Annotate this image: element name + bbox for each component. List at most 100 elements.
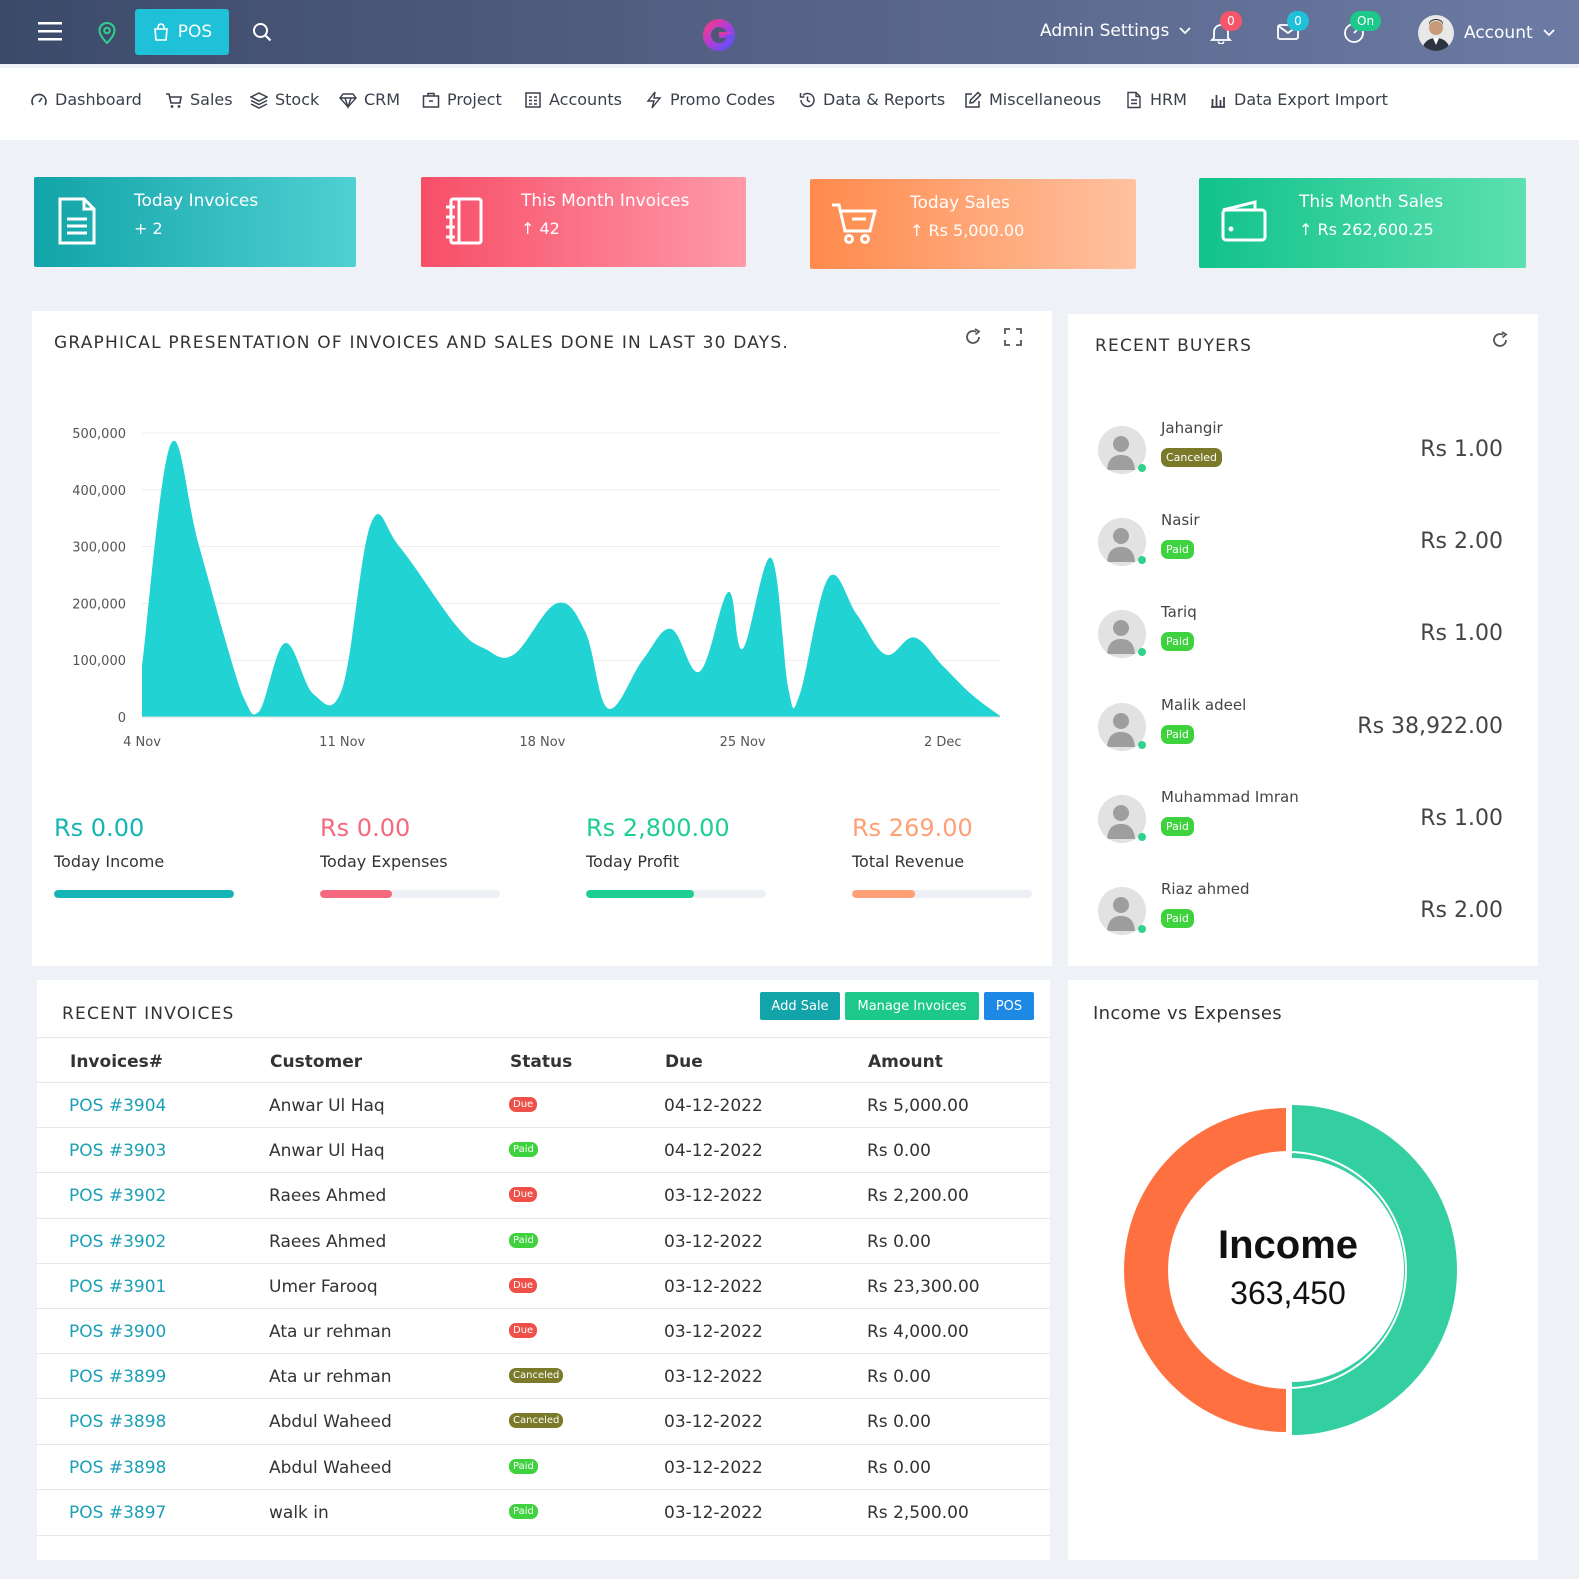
nav-item-hrm[interactable]: HRM bbox=[1125, 90, 1187, 109]
nav-item-stock[interactable]: Stock bbox=[250, 90, 319, 109]
today-profit-summary: Rs 2,800.00 Today Profit bbox=[586, 814, 766, 898]
nav-item-label: Data Export Import bbox=[1234, 90, 1388, 109]
nav-item-label: Data & Reports bbox=[823, 90, 946, 109]
invoice-due-date: 03-12-2022 bbox=[664, 1502, 763, 1523]
x-tick-label: 18 Nov bbox=[519, 735, 565, 750]
table-row[interactable]: POS #3902 Raees Ahmed Due 03-12-2022 Rs 2,20… bbox=[37, 1172, 1050, 1217]
table-bottom-border bbox=[37, 1535, 1050, 1536]
y-tick-label: 300,000 bbox=[72, 541, 126, 556]
buyer-item[interactable]: Muhammad Imran Paid Rs 1.00 bbox=[1098, 788, 1503, 858]
add-sale-button[interactable]: Add Sale bbox=[760, 992, 840, 1020]
table-row[interactable]: POS #3898 Abdul Waheed Paid 03-12-2022 Rs 0.… bbox=[37, 1443, 1050, 1489]
month-invoices-card[interactable]: This Month Invoices ↑ 42 bbox=[421, 177, 746, 267]
invoice-customer: Anwar Ul Haq bbox=[269, 1096, 385, 1116]
invoice-link[interactable]: POS #3903 bbox=[69, 1141, 167, 1162]
buyer-item[interactable]: Riaz ahmed Paid Rs 2.00 bbox=[1098, 880, 1503, 950]
invoice-customer: Umer Farooq bbox=[269, 1276, 378, 1297]
column-amount-header[interactable]: Amount bbox=[868, 1052, 943, 1072]
buyer-item[interactable]: Nasir Paid Rs 2.00 bbox=[1098, 511, 1503, 581]
location-pin-icon[interactable] bbox=[98, 22, 116, 44]
menu-icon[interactable] bbox=[38, 20, 62, 42]
invoice-link[interactable]: POS #3901 bbox=[69, 1276, 167, 1297]
nav-item-label: CRM bbox=[364, 90, 401, 109]
table-row[interactable]: POS #3903 Anwar Ul Haq Paid 04-12-2022 Rs 0.… bbox=[37, 1127, 1050, 1172]
pos-table-button[interactable]: POS bbox=[984, 992, 1034, 1020]
file-icon bbox=[1127, 91, 1141, 108]
table-row[interactable]: POS #3899 Ata ur rehman Canceled 03-12-2022… bbox=[37, 1353, 1050, 1398]
today-sales-card[interactable]: Today Sales ↑ Rs 5,000.00 bbox=[810, 179, 1136, 269]
column-status-header[interactable]: Status bbox=[510, 1052, 573, 1072]
invoice-link[interactable]: POS #3897 bbox=[69, 1502, 167, 1523]
nav-item-data-reports[interactable]: Data & Reports bbox=[798, 90, 945, 109]
today-invoices-card[interactable]: Today Invoices + 2 bbox=[34, 177, 356, 267]
briefcase-icon bbox=[422, 92, 440, 108]
column-customer-header[interactable]: Customer bbox=[270, 1052, 363, 1072]
nav-item-project[interactable]: Project bbox=[422, 90, 502, 109]
fullscreen-icon[interactable] bbox=[1003, 327, 1023, 347]
table-row[interactable]: POS #3898 Abdul Waheed Canceled 03-12-2022 R… bbox=[37, 1398, 1050, 1443]
account-dropdown[interactable]: Account bbox=[1418, 15, 1555, 51]
y-tick-label: 200,000 bbox=[72, 597, 126, 612]
buyer-name: Nasir bbox=[1161, 511, 1200, 530]
donut-income-slice bbox=[1292, 1105, 1457, 1435]
invoice-due-date: 03-12-2022 bbox=[664, 1322, 763, 1342]
income-expenses-title: Income vs Expenses bbox=[1093, 1003, 1282, 1024]
shopping-cart-icon bbox=[832, 203, 877, 244]
invoice-link[interactable]: POS #3902 bbox=[69, 1186, 167, 1207]
buyer-amount: Rs 1.00 bbox=[1420, 437, 1503, 462]
invoice-link[interactable]: POS #3904 bbox=[69, 1096, 167, 1116]
invoice-customer: Anwar Ul Haq bbox=[269, 1141, 385, 1162]
table-row[interactable]: POS #3897 walk in Paid 03-12-2022 Rs 2,500.0… bbox=[37, 1488, 1050, 1534]
buyer-item[interactable]: Tariq Paid Rs 1.00 bbox=[1098, 603, 1503, 673]
nav-item-label: Promo Codes bbox=[670, 90, 776, 109]
summary-label: Today Income bbox=[54, 852, 165, 871]
invoice-customer: Abdul Waheed bbox=[269, 1457, 392, 1478]
online-indicator bbox=[1138, 925, 1146, 933]
refresh-icon[interactable] bbox=[1490, 330, 1510, 350]
buyer-status-badge: Canceled bbox=[1161, 448, 1223, 467]
invoice-amount: Rs 0.00 bbox=[867, 1141, 931, 1162]
invoice-due-date: 03-12-2022 bbox=[664, 1186, 763, 1207]
nav-item-crm[interactable]: CRM bbox=[339, 90, 400, 109]
buyer-item[interactable]: Malik adeel Paid Rs 38,922.00 bbox=[1098, 696, 1503, 766]
table-row[interactable]: POS #3904 Anwar Ul Haq Due 04-12-2022 Rs 5,0… bbox=[37, 1082, 1050, 1127]
table-row[interactable]: POS #3901 Umer Farooq Due 03-12-2022 Rs 23,3… bbox=[37, 1262, 1050, 1308]
invoice-link[interactable]: POS #3899 bbox=[69, 1367, 167, 1388]
divider bbox=[37, 1037, 1050, 1038]
month-sales-card[interactable]: This Month Sales ↑ Rs 262,600.25 bbox=[1199, 178, 1526, 268]
search-icon[interactable] bbox=[252, 22, 272, 42]
nav-item-promo-codes[interactable]: Promo Codes bbox=[645, 90, 775, 109]
chart-panel-title: GRAPHICAL PRESENTATION OF INVOICES AND S… bbox=[54, 333, 789, 353]
dashboard-icon bbox=[31, 93, 47, 105]
refresh-icon[interactable] bbox=[963, 327, 983, 347]
invoice-customer: Raees Ahmed bbox=[269, 1186, 387, 1207]
x-tick-label: 11 Nov bbox=[319, 735, 365, 750]
nav-item-accounts[interactable]: Accounts bbox=[524, 90, 622, 109]
invoice-status-badge: Due bbox=[509, 1323, 538, 1338]
invoice-customer: Raees Ahmed bbox=[269, 1231, 387, 1252]
invoice-link[interactable]: POS #3900 bbox=[69, 1322, 167, 1342]
layers-icon bbox=[250, 91, 268, 109]
summary-progress-fill bbox=[852, 890, 915, 898]
y-tick-label: 0 bbox=[118, 711, 126, 726]
nav-item-data-export-import[interactable]: Data Export Import bbox=[1209, 90, 1388, 109]
nav-item-label: HRM bbox=[1150, 90, 1187, 109]
nav-item-sales[interactable]: Sales bbox=[165, 90, 233, 109]
nav-item-miscellaneous[interactable]: Miscellaneous bbox=[964, 90, 1101, 109]
column-due-header[interactable]: Due bbox=[665, 1052, 703, 1072]
buyer-item[interactable]: Jahangir Canceled Rs 1.00 bbox=[1098, 419, 1503, 489]
buyer-name: Muhammad Imran bbox=[1161, 787, 1299, 806]
table-row[interactable]: POS #3900 Ata ur rehman Due 03-12-2022 Rs 4,… bbox=[37, 1308, 1050, 1353]
invoice-link[interactable]: POS #3902 bbox=[69, 1231, 167, 1252]
invoice-link[interactable]: POS #3898 bbox=[69, 1457, 167, 1478]
cart-icon bbox=[166, 92, 182, 108]
table-row[interactable]: POS #3902 Raees Ahmed Paid 03-12-2022 Rs 0.0… bbox=[37, 1217, 1050, 1263]
manage-invoices-button[interactable]: Manage Invoices bbox=[845, 992, 979, 1020]
column-invoice-header[interactable]: Invoices# bbox=[70, 1052, 163, 1072]
pos-button[interactable]: POS bbox=[135, 9, 229, 55]
summary-label: Today Expenses bbox=[320, 852, 448, 871]
admin-settings-dropdown[interactable]: Admin Settings bbox=[1040, 21, 1191, 41]
invoice-link[interactable]: POS #3898 bbox=[69, 1412, 167, 1433]
nav-item-dashboard[interactable]: Dashboard bbox=[30, 90, 142, 109]
buyer-avatar bbox=[1098, 610, 1146, 659]
